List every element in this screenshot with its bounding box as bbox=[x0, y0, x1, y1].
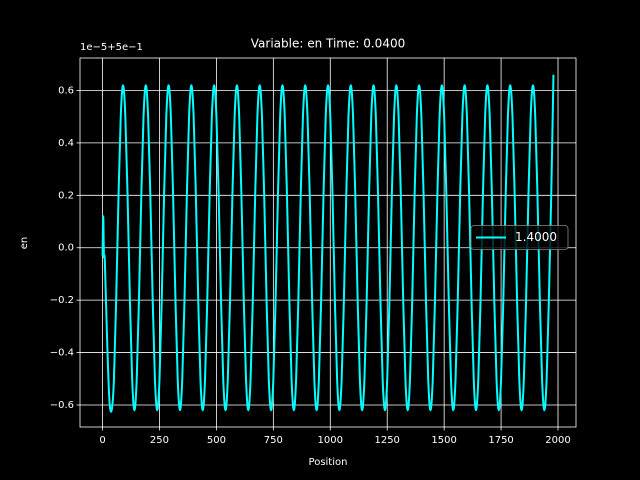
y-tick-label: −0.4 bbox=[50, 348, 74, 359]
y-tick-label: 0.6 bbox=[58, 85, 74, 96]
x-tick-label: 1500 bbox=[431, 435, 456, 446]
y-tick-label: −0.2 bbox=[50, 295, 74, 306]
y-tick-label: 0.2 bbox=[58, 190, 74, 201]
legend-label: 1.4000 bbox=[515, 230, 557, 244]
x-tick-label: 0 bbox=[99, 435, 105, 446]
x-tick-label: 1750 bbox=[488, 435, 513, 446]
x-tick-label: 1000 bbox=[318, 435, 343, 446]
data-line bbox=[101, 74, 555, 413]
y-offset-label: 1e−5+5e−1 bbox=[80, 42, 143, 53]
legend-box bbox=[470, 225, 569, 250]
y-tick-label: −0.6 bbox=[50, 400, 74, 411]
y-tick-label: 0.4 bbox=[58, 138, 74, 149]
y-tick-label: 0.0 bbox=[58, 243, 74, 254]
x-tick-label: 1250 bbox=[374, 435, 399, 446]
x-tick-label: 2000 bbox=[545, 435, 570, 446]
x-axis-label: Position bbox=[309, 457, 348, 468]
x-tick-label: 750 bbox=[264, 435, 283, 446]
x-tick-label: 500 bbox=[207, 435, 226, 446]
x-tick-label: 250 bbox=[150, 435, 169, 446]
chart-title: Variable: en Time: 0.0400 bbox=[251, 37, 405, 51]
y-axis-label: en bbox=[19, 237, 30, 250]
axes-frame bbox=[79, 57, 577, 428]
